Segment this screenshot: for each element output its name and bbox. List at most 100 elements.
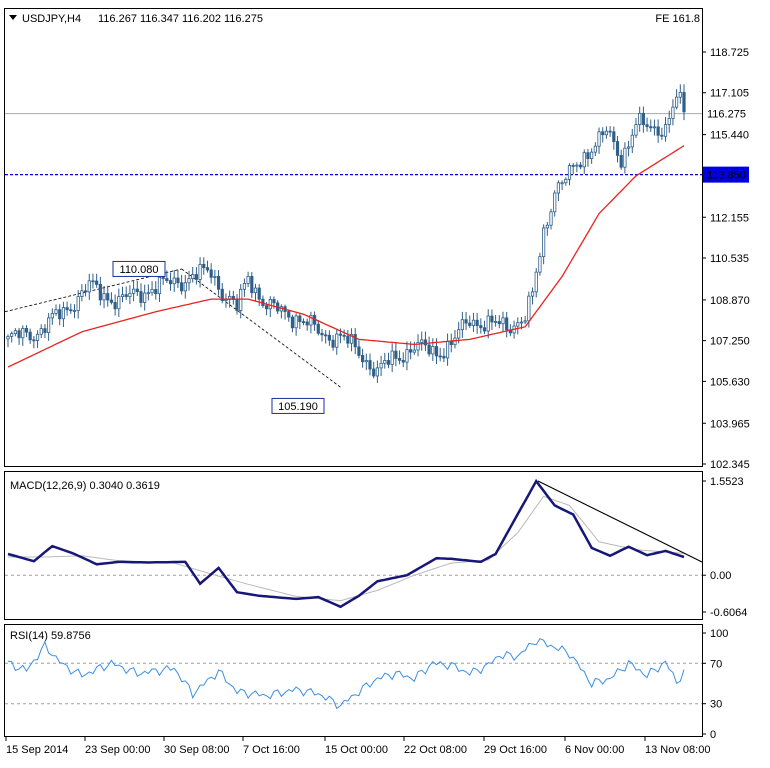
candle [383,352,387,369]
candle [431,338,435,362]
candle-body [205,267,210,271]
candle [106,285,110,307]
candle [523,315,527,325]
candle [120,286,125,303]
candle-body [10,333,14,337]
candle-body [427,344,431,355]
price-tick-label: 115.440 [710,130,749,142]
candle [109,292,114,305]
candle-body [290,316,295,329]
candle [416,334,420,357]
candle-body [660,134,664,137]
candle [17,327,21,345]
candle [298,313,302,330]
candle-body [320,332,324,336]
macd-tick-label: -0.6064 [710,607,747,619]
swing-low-label-box [271,397,325,414]
candle [626,140,631,157]
rsi-line [7,638,685,710]
candle [194,267,198,285]
candle [102,285,106,309]
candle [663,116,668,142]
candle-body [486,315,490,332]
candle [623,142,627,174]
candle-body [534,271,538,293]
candle [423,331,428,352]
candle-body [420,339,424,343]
level-tag: 113.850 [703,166,749,183]
candle [335,328,339,355]
candle [357,340,361,359]
candle-body [545,224,549,229]
candle-body [667,118,671,125]
price-panel [4,8,703,467]
price-annotations: 110.080 105.190 [112,260,325,414]
candle-body [106,293,110,301]
price-axis [702,51,706,465]
candle [364,353,368,371]
candle-body [39,328,43,335]
candle-body [608,130,612,133]
candle [368,353,372,376]
candle [649,119,653,132]
candle-body [194,274,198,280]
candle-body [615,141,620,156]
candle-body [434,346,439,357]
candle-body [457,329,461,339]
collapse-arrow-icon[interactable] [9,15,17,20]
candle [497,315,501,329]
candle [516,317,520,335]
candle-body [309,315,313,326]
candle [327,330,331,346]
time-tick-label: 22 Oct 08:00 [404,744,467,756]
candle [564,177,568,186]
swing-high-label-text: 110.080 [120,264,159,276]
candle-body [578,164,583,168]
candle-body [505,317,509,331]
candle [656,119,660,143]
moving-average-line [7,145,685,368]
candle-body [638,112,642,125]
candle [72,304,77,319]
candle [172,270,176,292]
candle [401,352,405,368]
candle-body [383,360,387,364]
price-tick-label: 117.105 [710,88,749,100]
current-price-tag-text: 116.275 [707,109,746,121]
candle-body [69,309,73,312]
candle [630,128,634,154]
candle-body [619,154,623,168]
candle [597,127,601,154]
candle [43,324,47,338]
candle [213,269,217,286]
candle [538,252,542,276]
candle [183,275,187,299]
candle-body [645,124,649,128]
candle [667,110,671,133]
candle [634,118,638,138]
candle-body [490,315,494,323]
candle-body [527,295,531,322]
candle-body [316,323,320,334]
candle-body [83,290,88,293]
rsi-tick-label: 0 [710,729,716,741]
candle [442,348,446,363]
candle-body [213,276,217,278]
candle [139,283,143,308]
candle-body [394,350,398,359]
swing-low-label-text: 105.190 [278,401,318,413]
candle [250,271,254,299]
candle [290,314,295,333]
candle-body [649,126,653,129]
swing-low-label: 105.190 [271,397,325,414]
candle-body [43,328,47,333]
candle [346,330,350,348]
candle-body [135,288,139,292]
candle-body [564,178,568,184]
candle [379,355,383,377]
candle [216,270,221,296]
candle [660,127,664,140]
time-tick-label: 30 Sep 08:00 [164,744,229,756]
price-tick-label: 110.535 [710,253,749,265]
